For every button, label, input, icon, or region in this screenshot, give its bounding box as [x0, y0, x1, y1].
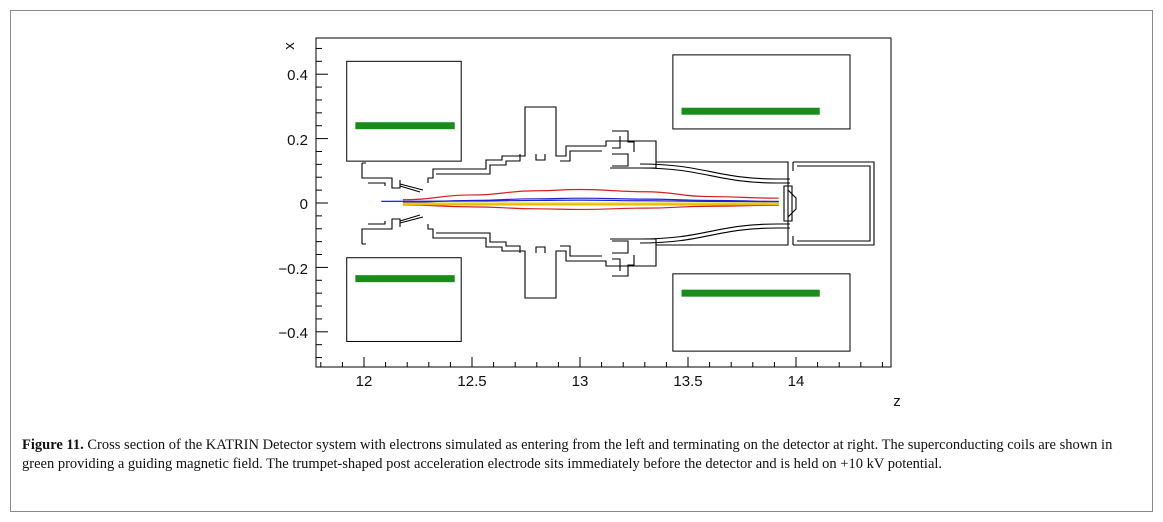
entrance-electrode-lower [361, 214, 424, 245]
y-axis-label: x [281, 42, 298, 50]
electron-trajectories [381, 188, 779, 211]
detector-wafer [783, 185, 797, 222]
port-flange-upper [612, 130, 635, 167]
x-tick-label: 12.5 [457, 373, 486, 390]
coil-bar [681, 289, 820, 297]
trajectory-line [402, 197, 779, 203]
y-tick-label: 0.2 [287, 132, 308, 149]
figure-caption: Figure 11. Cross section of the KATRIN D… [22, 436, 1132, 474]
figure-plot: z x 12 12.5 13 13.5 14 0.4 0.2 0 −0.2 −0… [278, 37, 901, 410]
axis-ticks [316, 47, 883, 367]
post-acceleration-electrode-lower [639, 223, 790, 244]
x-tick-label: 12 [356, 373, 373, 390]
entrance-electrode-upper [361, 162, 424, 193]
trajectory-line [402, 188, 779, 201]
figure-frame [10, 10, 1153, 512]
coil-bar [355, 122, 455, 130]
y-tick-label: −0.4 [278, 325, 308, 342]
coil-bar [355, 275, 455, 283]
y-tick-label: 0.4 [287, 67, 308, 84]
figure-label: Figure 11. [22, 437, 84, 453]
coil-housing-box [672, 273, 851, 352]
post-acceleration-electrode-upper [639, 163, 790, 184]
detector-housing [792, 161, 875, 246]
coil-housing-box [346, 60, 462, 162]
beamline-geometry [361, 106, 875, 299]
detector-tube [656, 161, 789, 246]
coil-housing-box [672, 54, 851, 130]
beam-tube-upper [427, 106, 657, 183]
x-axis-label: z [893, 393, 901, 410]
beam-tube-inner-upper [436, 150, 602, 175]
coil-bar [681, 107, 820, 115]
beam-tube-inner-lower [436, 232, 602, 257]
beam-tube-lower [427, 224, 657, 299]
superconducting-coils [355, 107, 820, 297]
plot-frame [315, 37, 892, 368]
coil-housings [346, 54, 851, 352]
x-tick-label: 13 [572, 373, 589, 390]
x-tick-label: 14 [788, 373, 805, 390]
y-tick-label: 0 [300, 196, 308, 213]
x-tick-label: 13.5 [673, 373, 702, 390]
coil-housing-box [346, 257, 462, 342]
port-flange-lower [612, 240, 635, 277]
y-tick-label: −0.2 [278, 261, 308, 278]
trajectory-line [381, 199, 779, 203]
caption-text: Cross section of the KATRIN Detector sys… [22, 437, 1113, 472]
trajectory-line [402, 204, 779, 211]
